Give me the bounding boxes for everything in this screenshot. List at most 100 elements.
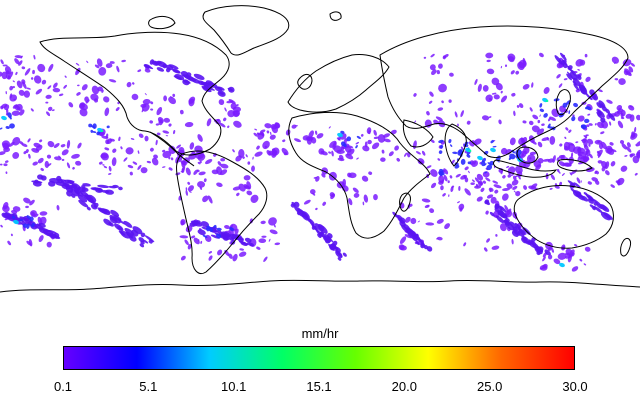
precip-cell bbox=[448, 99, 452, 103]
precip-cell bbox=[415, 241, 420, 246]
precip-cell bbox=[437, 158, 441, 161]
precip-cell bbox=[71, 153, 80, 159]
precip-cell bbox=[243, 175, 251, 181]
precip-cell bbox=[523, 185, 528, 190]
precip-cell bbox=[616, 110, 620, 114]
precip-cell bbox=[468, 150, 472, 152]
precip-cell bbox=[205, 159, 213, 165]
precip-cell bbox=[5, 125, 10, 130]
precip-cell bbox=[228, 86, 235, 93]
precip-cell bbox=[75, 67, 81, 76]
precip-cell bbox=[441, 100, 444, 104]
precip-cell bbox=[296, 211, 301, 216]
precip-cell bbox=[46, 111, 51, 117]
coastline-madagascar bbox=[399, 192, 411, 212]
precip-cell bbox=[569, 182, 576, 189]
precip-cell bbox=[399, 236, 407, 245]
precip-cell bbox=[440, 185, 444, 191]
precip-cell bbox=[545, 100, 549, 102]
precip-cell bbox=[381, 149, 385, 154]
precip-cell bbox=[634, 126, 637, 133]
precip-cell bbox=[314, 130, 318, 135]
precip-cell bbox=[447, 180, 450, 184]
precip-cell bbox=[499, 205, 507, 213]
precip-cell bbox=[0, 151, 6, 156]
precip-cell bbox=[337, 132, 343, 138]
colorbar-tick-labels: 0.1 5.1 10.1 15.1 20.0 25.0 30.0 bbox=[0, 372, 640, 396]
precip-cell bbox=[197, 161, 201, 165]
precip-cell bbox=[84, 96, 89, 103]
precip-cell bbox=[266, 150, 272, 156]
coastline-layer bbox=[0, 5, 640, 293]
precip-cell bbox=[554, 55, 563, 65]
precip-cell bbox=[37, 157, 44, 164]
precip-cell bbox=[452, 151, 458, 155]
precip-cell bbox=[490, 147, 496, 153]
precip-cell bbox=[338, 135, 341, 141]
precip-cell bbox=[474, 78, 478, 86]
precip-cell bbox=[494, 189, 499, 194]
precip-cell bbox=[443, 168, 449, 175]
precip-cell bbox=[500, 90, 503, 94]
precip-cell bbox=[30, 224, 34, 228]
precip-cell bbox=[76, 186, 89, 193]
precip-cell bbox=[609, 142, 614, 146]
precip-cell bbox=[328, 126, 331, 129]
precip-cell bbox=[601, 166, 606, 172]
precip-cell bbox=[103, 165, 108, 169]
precip-cell bbox=[100, 130, 104, 132]
precip-cell bbox=[233, 110, 241, 118]
precip-cell bbox=[482, 84, 489, 92]
coastline-asia bbox=[379, 25, 629, 159]
precip-cell bbox=[581, 124, 584, 129]
precip-cell bbox=[616, 177, 625, 186]
precip-cell bbox=[630, 62, 636, 67]
precip-cell bbox=[544, 249, 551, 256]
precip-cell bbox=[436, 70, 440, 75]
precip-cell bbox=[500, 170, 503, 173]
precip-cell bbox=[532, 114, 539, 120]
precip-cell bbox=[489, 188, 492, 193]
precip-cell bbox=[236, 192, 240, 197]
precip-cell bbox=[232, 186, 241, 191]
precip-cell bbox=[214, 86, 223, 92]
precip-cell bbox=[353, 192, 360, 198]
precip-cell bbox=[168, 96, 177, 105]
precip-cell bbox=[189, 142, 195, 150]
precip-cell bbox=[108, 165, 112, 172]
precip-cell bbox=[570, 69, 578, 77]
precip-cell bbox=[583, 135, 588, 139]
colorbar-tick-label: 15.1 bbox=[306, 379, 332, 394]
colorbar-tick-label: 10.1 bbox=[221, 379, 247, 394]
precip-cell bbox=[173, 75, 182, 80]
precip-cell bbox=[551, 247, 554, 253]
precip-cell bbox=[438, 171, 444, 176]
coastline-japan bbox=[555, 89, 571, 116]
precip-cell bbox=[486, 68, 495, 75]
precip-cell bbox=[430, 182, 437, 189]
precip-cell bbox=[156, 107, 163, 116]
precip-cell bbox=[569, 162, 572, 167]
precip-cell bbox=[58, 93, 64, 97]
precip-cell bbox=[266, 130, 270, 134]
precip-cell bbox=[12, 104, 18, 109]
precip-cell bbox=[454, 164, 460, 169]
precip-cell bbox=[485, 210, 489, 215]
precip-cell bbox=[451, 185, 455, 189]
precip-cell bbox=[262, 140, 270, 150]
precip-cell bbox=[307, 136, 313, 141]
precip-cell bbox=[449, 175, 453, 179]
precip-cell bbox=[588, 95, 593, 101]
precip-cell bbox=[373, 129, 377, 136]
precip-cell bbox=[373, 193, 378, 201]
precip-cell bbox=[429, 91, 434, 97]
precip-cell bbox=[316, 133, 324, 139]
precip-cell bbox=[341, 146, 346, 149]
precip-cell bbox=[463, 242, 467, 247]
precip-cell bbox=[347, 172, 352, 178]
precip-cell bbox=[137, 164, 142, 170]
precip-cell bbox=[9, 116, 12, 120]
precip-cell bbox=[345, 153, 354, 160]
precip-cell bbox=[150, 101, 154, 105]
precip-cell bbox=[220, 163, 229, 169]
